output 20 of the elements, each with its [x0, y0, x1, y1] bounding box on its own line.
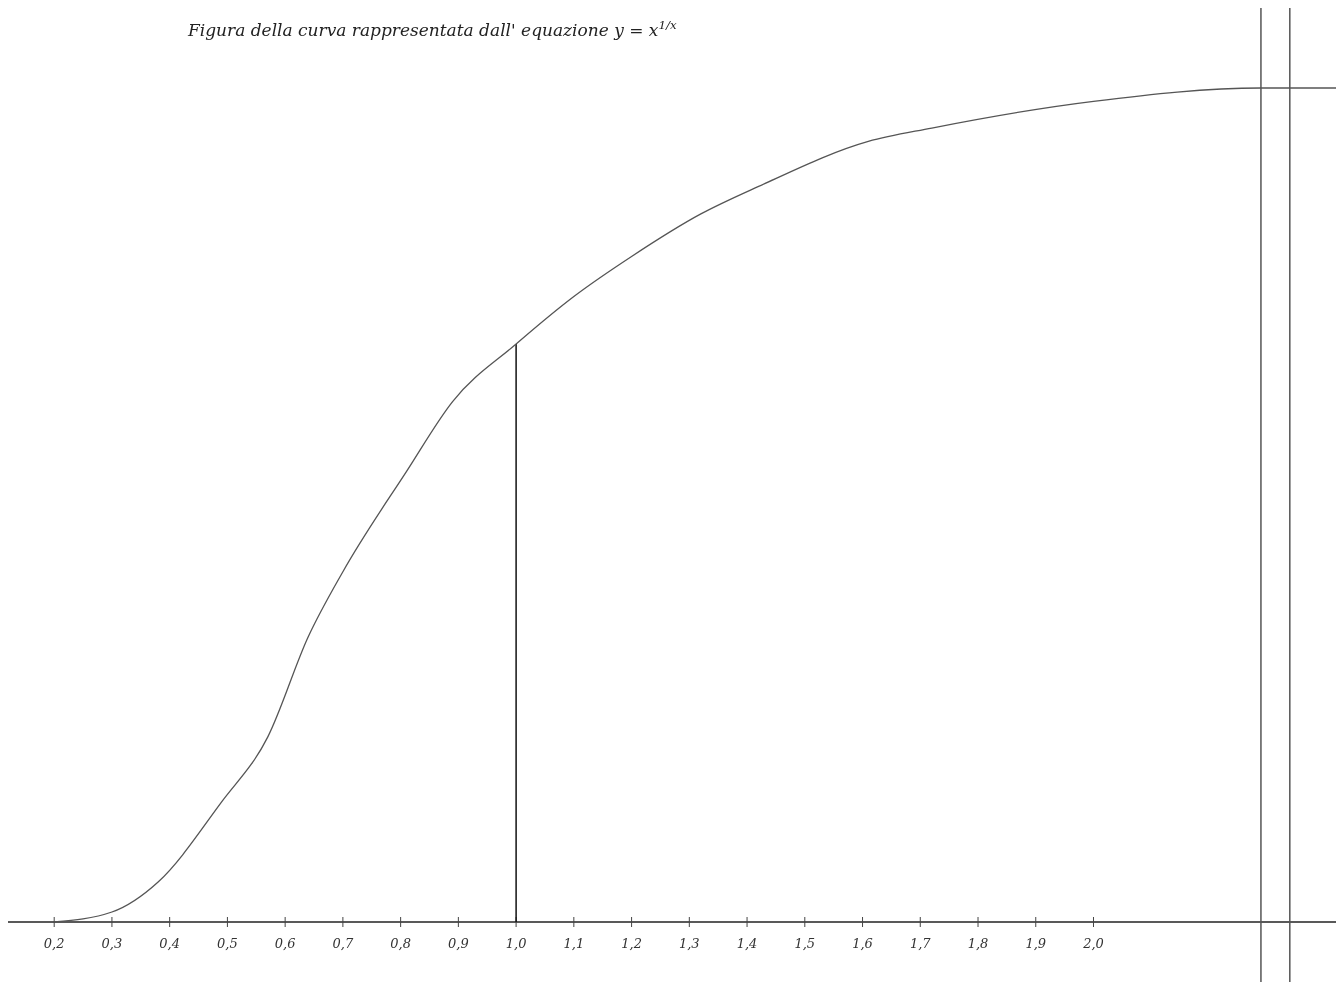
x-tick-label: 1,0: [505, 936, 527, 951]
x-tick-label: 1,1: [563, 936, 585, 951]
x-tick-label: 0,7: [332, 936, 354, 951]
x-tick-label: 0,3: [101, 936, 123, 951]
x-tick-label: 1,7: [909, 936, 932, 951]
x-tick-label: 1,3: [678, 936, 700, 951]
x-tick-label: 1,2: [621, 936, 642, 951]
x-tick-label: 1,9: [1025, 936, 1047, 951]
x-tick-label: 0,8: [390, 936, 411, 951]
x-tick-label: 1,4: [736, 936, 758, 951]
x-tick-label: 0,4: [159, 936, 181, 951]
x-tick-label: 0,6: [274, 936, 296, 951]
x-tick-label: 0,2: [43, 936, 65, 951]
x-tick-label: 0,5: [217, 936, 238, 951]
x-tick-label: 1,8: [967, 936, 989, 951]
x-tick-label: 1,6: [852, 936, 873, 951]
x-tick-label: 1,5: [794, 936, 816, 951]
x-tick-label: 0,9: [448, 936, 469, 951]
x-tick-label: 2,0: [1082, 936, 1104, 951]
chart-title: Figura della curva rappresentata dall' equazione y = x$^{1/x}$: [187, 18, 677, 40]
